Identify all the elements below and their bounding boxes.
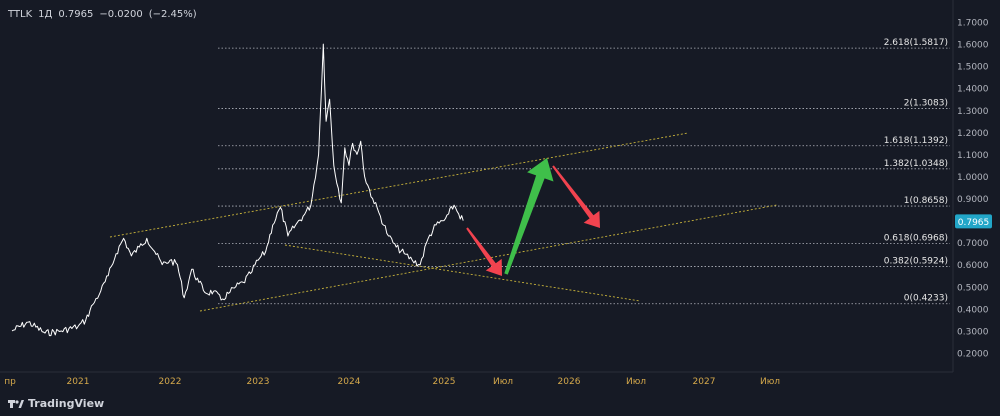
x-tick-label: 2024 — [338, 377, 361, 387]
fib-level-label: 0(0.4233) — [904, 294, 948, 304]
current-price-label: 0.7965 — [958, 218, 990, 228]
fib-level-label: 1.618(1.1392) — [884, 136, 948, 146]
fib-level-label: 1.382(1.0348) — [884, 159, 948, 169]
down-arrow-icon — [552, 165, 600, 228]
y-tick-label: 0.7000 — [957, 239, 989, 249]
symbol-name[interactable]: TTLK — [8, 9, 33, 20]
x-tick-label: 2027 — [693, 377, 716, 387]
x-tick-label: Июл — [626, 377, 646, 387]
y-tick-label: 0.5000 — [957, 283, 989, 293]
y-tick-label: 0.6000 — [957, 261, 989, 271]
y-tick-label: 0.3000 — [957, 327, 989, 337]
y-tick-label: 1.6000 — [957, 41, 989, 51]
x-tick-label: 2026 — [558, 377, 581, 387]
y-tick-label: 0.2000 — [957, 350, 989, 360]
interval[interactable]: 1Д — [38, 9, 53, 20]
x-tick-label: 2021 — [67, 377, 90, 387]
x-tick-label: пр — [4, 377, 16, 387]
trend-line — [109, 132, 689, 238]
y-tick-label: 1.2000 — [957, 129, 989, 139]
price-line — [11, 43, 464, 337]
brand-name[interactable]: TradingView — [28, 397, 105, 410]
y-tick-label: 1.1000 — [957, 151, 989, 161]
y-tick-label: 1.7000 — [957, 19, 989, 29]
trend-line — [284, 244, 641, 302]
y-tick-label: 1.0000 — [957, 173, 989, 183]
y-tick-label: 1.5000 — [957, 63, 989, 73]
up-arrow-icon — [504, 158, 554, 275]
x-tick-label: Июл — [493, 377, 513, 387]
price-change: −0.0200 — [99, 9, 143, 20]
y-tick-label: 0.4000 — [957, 305, 989, 315]
fib-level-label: 1(0.8658) — [904, 196, 948, 206]
x-tick-label: Июл — [760, 377, 780, 387]
tradingview-logo-icon — [8, 399, 24, 408]
footer: TradingView — [8, 397, 104, 410]
x-tick-label: 2022 — [159, 377, 182, 387]
fib-level-label: 2(1.3083) — [904, 98, 948, 108]
y-tick-label: 0.9000 — [957, 195, 989, 205]
price-change-pct: (−2.45%) — [148, 9, 197, 20]
fib-level-label: 0.382(0.5924) — [884, 256, 948, 266]
current-price-badge — [955, 214, 992, 229]
symbol-header: TTLK 1Д 0.7965 −0.0200 (−2.45%) — [8, 9, 203, 20]
x-tick-label: 2025 — [433, 377, 456, 387]
down-arrow-icon — [466, 227, 502, 276]
fib-level-label: 0.618(0.6968) — [884, 233, 948, 243]
y-tick-label: 1.4000 — [957, 85, 989, 95]
fib-level-label: 2.618(1.5817) — [884, 38, 948, 48]
last-price: 0.7965 — [58, 9, 94, 20]
x-tick-label: 2023 — [247, 377, 270, 387]
y-tick-label: 1.3000 — [957, 107, 989, 117]
